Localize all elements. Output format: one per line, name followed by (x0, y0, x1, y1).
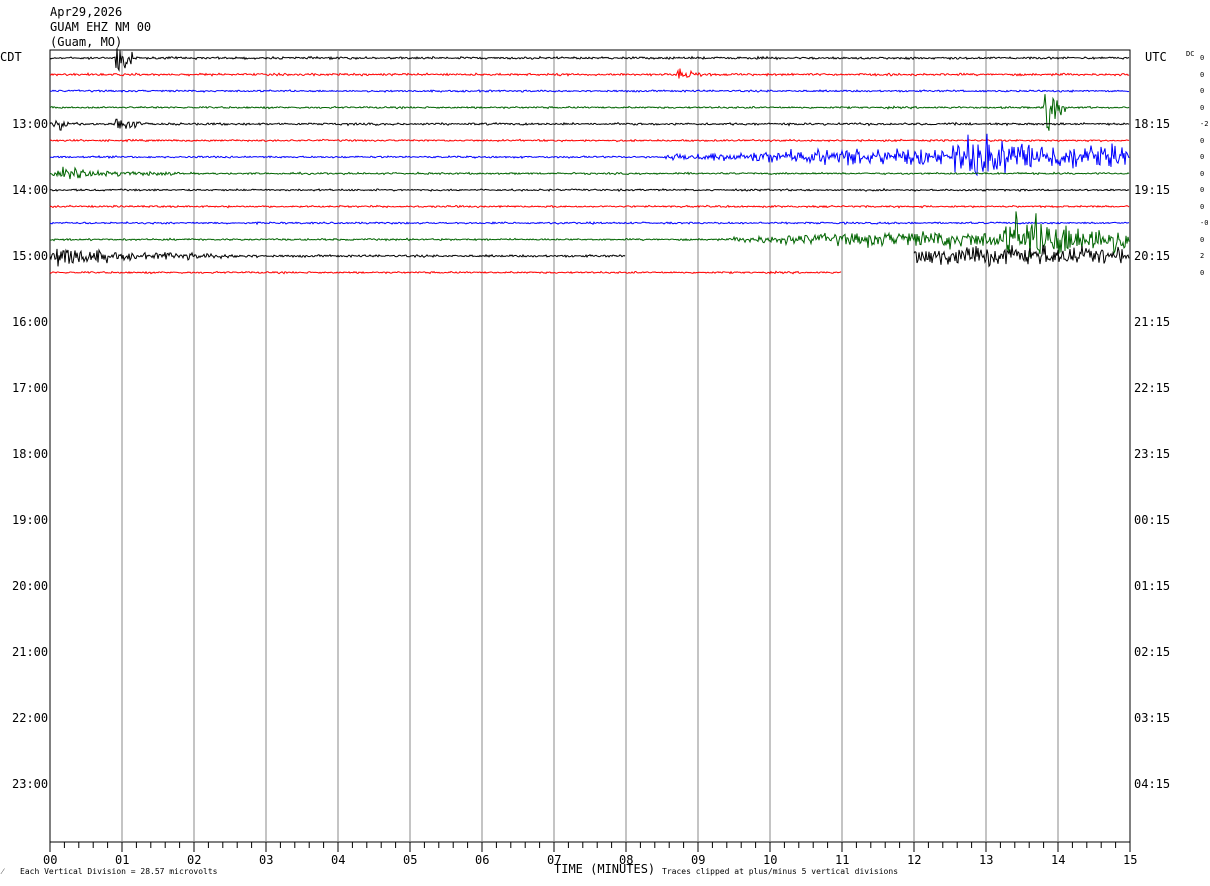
trace-row-4 (49, 118, 1130, 131)
left-hour-label: 20:00 (12, 579, 49, 593)
x-tick-label: 07 (547, 853, 562, 867)
clip-note: Traces clipped at plus/minus 5 vertical … (662, 867, 899, 876)
left-hour-label: 23:00 (12, 777, 49, 791)
left-hour-label: 16:00 (12, 315, 49, 329)
right-hour-label: 21:15 (1134, 315, 1171, 329)
header-location: (Guam, MO) (50, 35, 123, 49)
trace-row-9 (49, 204, 1130, 209)
right-hour-label: 23:15 (1134, 447, 1171, 461)
dc-offset-label: 0 (1200, 186, 1205, 194)
dc-offset-label: 0 (1200, 136, 1205, 145)
trace-row-2 (49, 89, 1130, 93)
trace-row-0 (49, 48, 1130, 73)
right-hour-label: 20:15 (1134, 249, 1171, 263)
left-hour-label: 15:00 (12, 249, 49, 263)
left-hour-label: 13:00 (12, 117, 49, 131)
x-tick-label: 01 (115, 853, 130, 867)
left-hour-label: 14:00 (12, 183, 49, 197)
x-tick-label: 13 (979, 853, 994, 867)
header-station: GUAM EHZ NM 00 (50, 20, 152, 34)
x-tick-label: 09 (691, 853, 706, 867)
left-hour-label: 22:00 (12, 711, 49, 725)
dc-offset-label: 2 (1200, 252, 1205, 260)
right-hour-label: 19:15 (1134, 183, 1171, 197)
trace-row-13 (49, 270, 842, 275)
vertical-scale-note: Each Vertical Division = 28.57 microvolt… (20, 867, 218, 876)
x-tick-label: 15 (1123, 853, 1138, 867)
right-hour-label: 04:15 (1134, 777, 1171, 791)
dc-offset-label: -0 (1200, 219, 1209, 227)
header-date: Apr29,2026 (50, 5, 123, 19)
x-tick-label: 00 (43, 853, 58, 867)
right-hour-label: 01:15 (1134, 579, 1171, 593)
right-hour-label: 22:15 (1134, 381, 1171, 395)
right-hour-label: 18:15 (1134, 117, 1171, 131)
left-hour-label: 17:00 (12, 381, 49, 395)
trace-row-1 (49, 68, 1130, 79)
x-tick-label: 12 (907, 853, 922, 867)
dc-offset-label: 0 (1200, 70, 1205, 79)
dc-header-label: DC (1186, 50, 1195, 58)
right-hour-label: 03:15 (1134, 711, 1171, 725)
right-hour-label: 02:15 (1134, 645, 1171, 659)
dc-offset-label: -2 (1200, 120, 1209, 128)
dc-offset-label: 0 (1200, 87, 1205, 95)
trace-row-12 (49, 248, 626, 267)
trace-row-6 (49, 133, 1130, 177)
right-hour-label: 00:15 (1134, 513, 1171, 527)
left-hour-label: 18:00 (12, 447, 49, 461)
left-hour-label: 21:00 (12, 645, 49, 659)
trace-row-12-segment-0 (913, 244, 1130, 268)
trace-row-8 (49, 187, 1130, 193)
trace-row-10 (50, 221, 1129, 226)
x-tick-label: 11 (835, 853, 850, 867)
dc-offset-label: 0 (1200, 268, 1205, 277)
right-timezone-label: UTC (1145, 50, 1167, 64)
trace-row-5 (49, 138, 1130, 143)
trace-row-11 (49, 211, 1130, 258)
x-tick-label: 02 (187, 853, 202, 867)
plot-frame (49, 49, 1131, 843)
dc-offset-label: 0 (1200, 54, 1205, 62)
dc-offset-label: 0 (1200, 202, 1205, 211)
x-tick-label: 06 (475, 853, 490, 867)
trace-row-3 (49, 94, 1130, 131)
x-tick-label: 05 (403, 853, 418, 867)
dc-offset-label: 0 (1200, 153, 1205, 161)
dc-offset-label: 0 (1200, 235, 1205, 244)
left-hour-label: 19:00 (12, 513, 49, 527)
x-tick-label: 08 (619, 853, 634, 867)
left-timezone-label: CDT (0, 50, 22, 64)
x-tick-label: 04 (331, 853, 346, 867)
dc-offset-label: 0 (1200, 169, 1205, 178)
corner-mark: ⁄ (2, 867, 4, 876)
x-axis-label: TIME (MINUTES) (554, 862, 656, 876)
dc-offset-label: 0 (1200, 103, 1205, 112)
x-tick-label: 10 (763, 853, 778, 867)
trace-row-7 (49, 166, 1130, 180)
x-tick-label: 14 (1051, 853, 1066, 867)
x-tick-label: 03 (259, 853, 274, 867)
